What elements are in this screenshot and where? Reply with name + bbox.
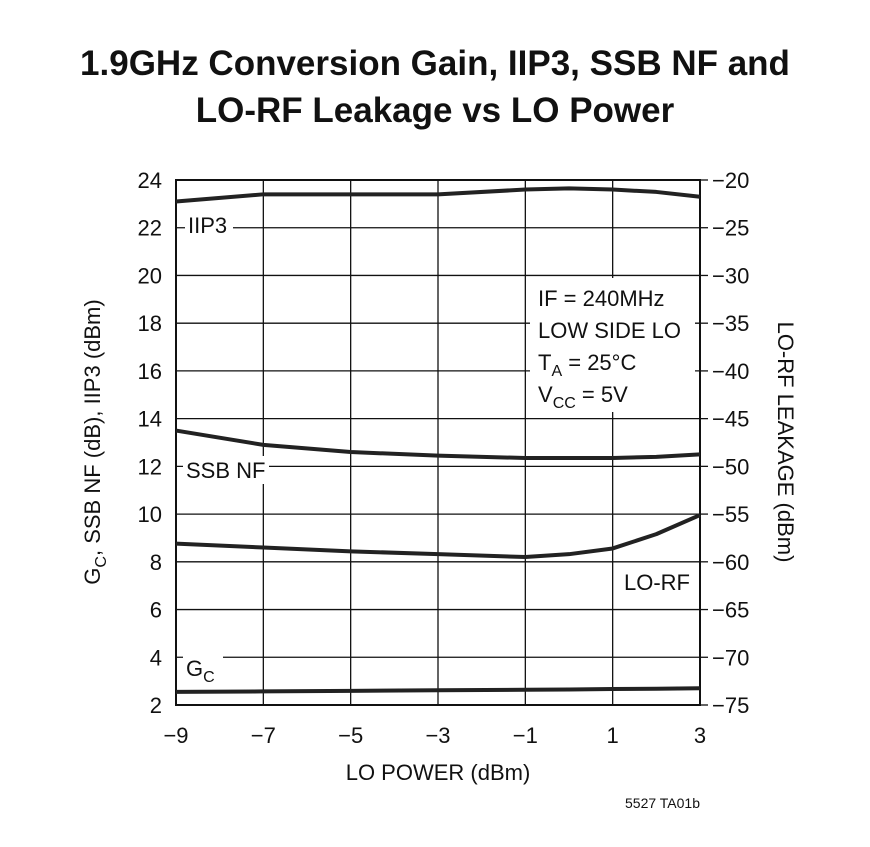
y-tick-label: 6 xyxy=(150,598,162,623)
y-tick-label: 8 xyxy=(150,550,162,575)
y2-tick-label: −55 xyxy=(712,502,749,527)
y-tick-label: 14 xyxy=(138,407,162,432)
y-axis-label: GC, SSB NF (dB), IIP3 (dBm) xyxy=(80,299,110,584)
series-label-sub: C xyxy=(203,669,215,686)
x-tick-label: 1 xyxy=(607,723,619,748)
annotation-background xyxy=(530,278,695,412)
annotation-text: IF = 240MHz xyxy=(538,286,665,311)
y-axis-label-part: , SSB NF (dB), IIP3 (dBm) xyxy=(80,299,105,556)
annotation-text: LOW SIDE LO xyxy=(538,318,681,343)
series-label-name: G xyxy=(186,656,203,681)
y2-tick-label: −50 xyxy=(712,454,749,479)
y-tick-label: 12 xyxy=(138,454,162,479)
series-label: SSB NF xyxy=(186,458,265,483)
series-line xyxy=(175,428,701,461)
annotation: LOW SIDE LO xyxy=(538,318,681,343)
series-label: GC xyxy=(186,656,215,686)
chart-title: 1.9GHz Conversion Gain, IIP3, SSB NF and xyxy=(80,44,790,83)
y2-tick-label: −65 xyxy=(712,598,749,623)
y-axis-label-sub: C xyxy=(93,556,110,568)
annotation: VCC = 5V xyxy=(538,382,628,412)
y2-tick-label: −75 xyxy=(712,693,749,718)
y2-tick-label: −70 xyxy=(712,645,749,670)
y-tick-label: 4 xyxy=(150,645,162,670)
annotation-sub: A xyxy=(551,363,562,380)
y-tick-label: 10 xyxy=(138,502,162,527)
y-tick-label: 18 xyxy=(138,311,162,336)
y2-tick-label: −40 xyxy=(712,359,749,384)
series-label-name: SSB NF xyxy=(186,458,265,483)
y2-tick-label: −25 xyxy=(712,216,749,241)
y2-axis-label: LO-RF LEAKAGE (dBm) xyxy=(773,322,798,563)
x-tick-label: −1 xyxy=(513,723,538,748)
annotation-text: T xyxy=(538,350,551,375)
series-label-name: LO-RF xyxy=(624,570,690,595)
chart-title: LO-RF Leakage vs LO Power xyxy=(196,91,675,130)
y-tick-label: 24 xyxy=(138,168,162,193)
y2-tick-label: −60 xyxy=(712,550,749,575)
footnote: 5527 TA01b xyxy=(625,795,700,811)
annotation-text: = 5V xyxy=(576,382,628,407)
annotation: IF = 240MHz xyxy=(538,286,665,311)
x-tick-label: −9 xyxy=(163,723,188,748)
x-tick-label: 3 xyxy=(694,723,706,748)
annotation-text: = 25°C xyxy=(562,350,636,375)
x-tick-label: −3 xyxy=(425,723,450,748)
y-tick-label: 20 xyxy=(138,263,162,288)
label-background xyxy=(621,568,693,596)
label-background xyxy=(185,211,233,239)
series-line xyxy=(175,186,701,204)
series-label-name: IIP3 xyxy=(188,213,227,238)
y2-tick-label: −30 xyxy=(712,263,749,288)
x-axis-label: LO POWER (dBm) xyxy=(346,760,531,785)
plot-frame xyxy=(175,179,701,706)
annotation-sub: CC xyxy=(553,395,576,412)
series-label: IIP3 xyxy=(188,213,227,238)
y-tick-label: 2 xyxy=(150,693,162,718)
y-tick-label: 22 xyxy=(138,216,162,241)
y-tick-label: 16 xyxy=(138,359,162,384)
annotation-text: V xyxy=(538,382,553,407)
y-axis-label-part: G xyxy=(80,568,105,585)
series-line xyxy=(175,513,701,560)
y2-tick-label: −35 xyxy=(712,311,749,336)
x-tick-label: −5 xyxy=(338,723,363,748)
label-background xyxy=(183,654,223,682)
x-tick-label: −7 xyxy=(251,723,276,748)
y2-tick-label: −20 xyxy=(712,168,749,193)
series-line xyxy=(175,686,701,694)
series-label: LO-RF xyxy=(624,570,690,595)
y2-tick-label: −45 xyxy=(712,407,749,432)
label-background xyxy=(183,456,269,484)
annotation: TA = 25°C xyxy=(538,350,636,380)
